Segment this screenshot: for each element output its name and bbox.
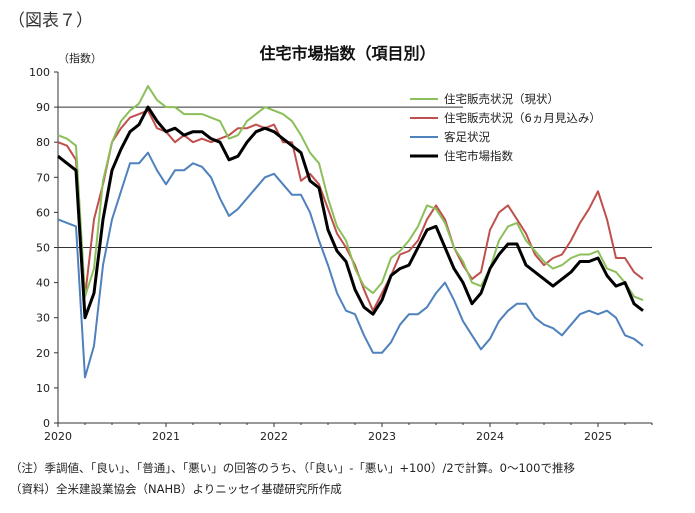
y-tick-label: 60: [36, 206, 50, 219]
x-tick-label: 2021: [152, 430, 180, 443]
chart-source: （資料）全米建設業協会（NAHB）よりニッセイ基礎研究所作成: [10, 482, 342, 496]
legend-label-future_sales: 住宅販売状況（6ヵ月見込み）: [444, 111, 601, 125]
y-tick-label: 50: [36, 242, 50, 255]
figure-label: （図表７）: [8, 11, 93, 31]
series-line-future_sales: [57, 109, 644, 312]
series-line-traffic: [57, 151, 644, 379]
x-tick-label: 2024: [476, 430, 504, 443]
y-tick-label: 20: [36, 347, 50, 360]
legend-label-current_sales: 住宅販売状況（現状）: [444, 92, 559, 106]
y-tick-label: 40: [36, 277, 50, 290]
y-tick-label: 70: [36, 171, 50, 184]
grid-lines: [58, 106, 652, 248]
legend-label-hmi: 住宅市場指数: [444, 149, 513, 163]
chart-title: 住宅市場指数（項目別）: [259, 44, 436, 63]
chart-note: （注）季調値、「良い」、「普通」、「悪い」の回答のうち、（「良い」-「悪い」+1…: [10, 461, 575, 475]
y-tick-label: 30: [36, 312, 50, 325]
line-chart: 0 10 20 30 40 50 60 70 80 90 100 2020 2021 2022 2023 20…: [29, 66, 653, 443]
legend-label-traffic: 客足状況: [444, 130, 490, 144]
series-lines: [57, 85, 644, 379]
x-tick-label: 2025: [584, 430, 612, 443]
series-line-current_sales: [57, 85, 644, 302]
y-tick-label: 80: [36, 136, 50, 149]
axes: 0 10 20 30 40 50 60 70 80 90 100 2020 2021 2022 2023 20…: [29, 66, 653, 443]
y-tick-label: 0: [43, 417, 50, 430]
y-tick-label: 90: [36, 101, 50, 114]
series-line-hmi: [57, 105, 644, 320]
x-tick-label: 2023: [368, 430, 396, 443]
y-axis-unit-label: （指数）: [58, 52, 102, 65]
y-tick-label: 10: [36, 382, 50, 395]
x-tick-label: 2022: [260, 430, 288, 443]
x-tick-label: 2020: [44, 430, 72, 443]
y-tick-label: 100: [29, 66, 50, 79]
